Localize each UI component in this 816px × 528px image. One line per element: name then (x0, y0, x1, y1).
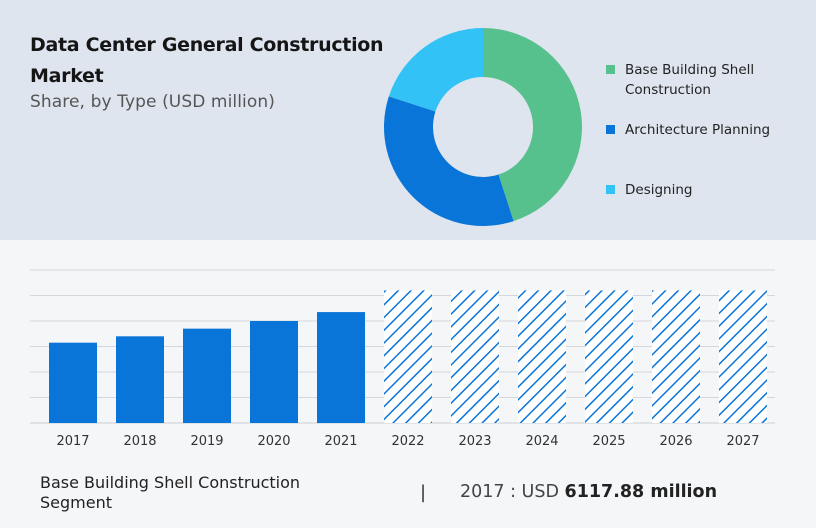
x-tick-label-2017: 2017 (56, 434, 89, 449)
x-tick-label-2027: 2027 (726, 434, 759, 449)
bar-2018 (116, 336, 164, 423)
legend-label-architecture: Architecture Planning (625, 122, 771, 138)
bar-2019 (183, 328, 231, 423)
legend-item-designing: Designing (606, 180, 796, 200)
bar-2025 (585, 290, 633, 423)
footer-value: 2017 : USD 6117.88 million (460, 482, 717, 502)
bar-2017 (49, 342, 97, 423)
footer-segment-label: Base Building Shell Construction Segment (40, 473, 301, 512)
x-tick-label-2021: 2021 (324, 434, 357, 449)
legend-item-architecture: Architecture Planning (606, 120, 796, 140)
x-tick-label-2018: 2018 (123, 434, 156, 449)
x-tick-label-2026: 2026 (659, 434, 692, 449)
donut-slice-architecture (384, 96, 514, 227)
x-tick-label-2024: 2024 (525, 434, 558, 449)
bar-2021 (317, 312, 365, 423)
donut-slice-base-building (483, 28, 582, 222)
bar-2023 (451, 290, 499, 423)
x-tick-label-2022: 2022 (391, 434, 424, 449)
legend-swatch-base-building (606, 65, 615, 74)
donut-slice-designing (388, 28, 483, 112)
legend-label-designing: Designing (625, 182, 693, 198)
x-tick-label-2023: 2023 (458, 434, 491, 449)
footer-value-prefix: 2017 : USD (460, 482, 559, 502)
legend-swatch-architecture (606, 125, 615, 134)
footer-separator: | (420, 482, 427, 503)
bar-2024 (518, 290, 566, 423)
bar-2022 (384, 290, 432, 423)
donut-chart (384, 28, 582, 227)
x-tick-label-2025: 2025 (592, 434, 625, 449)
legend-item-base-building: Base Building Shell Construction (606, 60, 796, 100)
footer-value-amount: 6117.88 million (564, 482, 718, 502)
chart-subtitle: Share, by Type (USD million) (30, 92, 275, 112)
x-tick-label-2019: 2019 (190, 434, 223, 449)
legend-label-base-building: Base Building Shell Construction (625, 62, 755, 98)
legend-swatch-designing (606, 185, 615, 194)
header-panel: Data Center General Construction Market … (0, 0, 816, 240)
bar-2020 (250, 321, 298, 423)
x-tick-label-2020: 2020 (257, 434, 290, 449)
chart-title: Data Center General Construction Market (30, 34, 384, 87)
bar-2026 (652, 290, 700, 423)
bar-2027 (719, 290, 767, 423)
bar-chart: 2017 2018 2019 2020 2021 2022 2023 2024 2025 2026… (30, 269, 775, 449)
